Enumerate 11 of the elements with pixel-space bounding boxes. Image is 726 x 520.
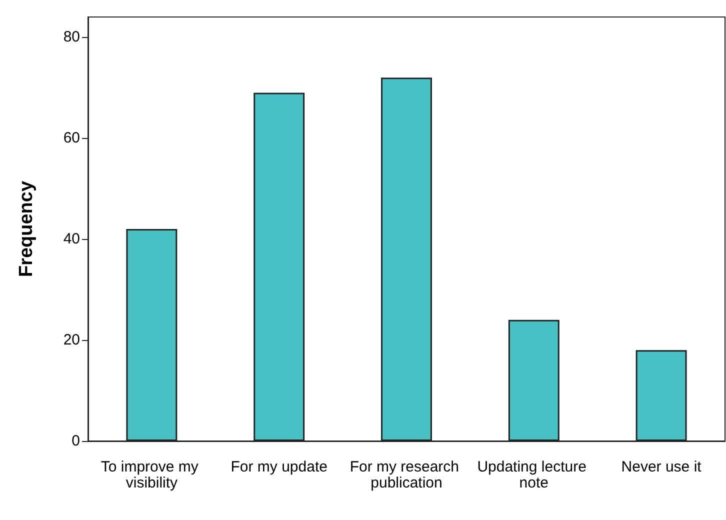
y-axis-title: Frequency (16, 180, 37, 278)
y-tick-label: 0 (72, 432, 80, 450)
y-tick-label: 20 (63, 332, 80, 349)
x-tick-label: To improve my visibility (100, 458, 203, 492)
x-tick-label: For my update (230, 458, 328, 476)
y-tick-label: 40 (63, 230, 80, 248)
y-tick-label: 60 (63, 130, 80, 147)
y-tick-label: 80 (63, 28, 80, 46)
x-tick-label: Never use it (621, 458, 702, 476)
x-tick-label: For my research publication (350, 458, 464, 492)
x-tick-label: Updating lecture note (477, 458, 591, 492)
